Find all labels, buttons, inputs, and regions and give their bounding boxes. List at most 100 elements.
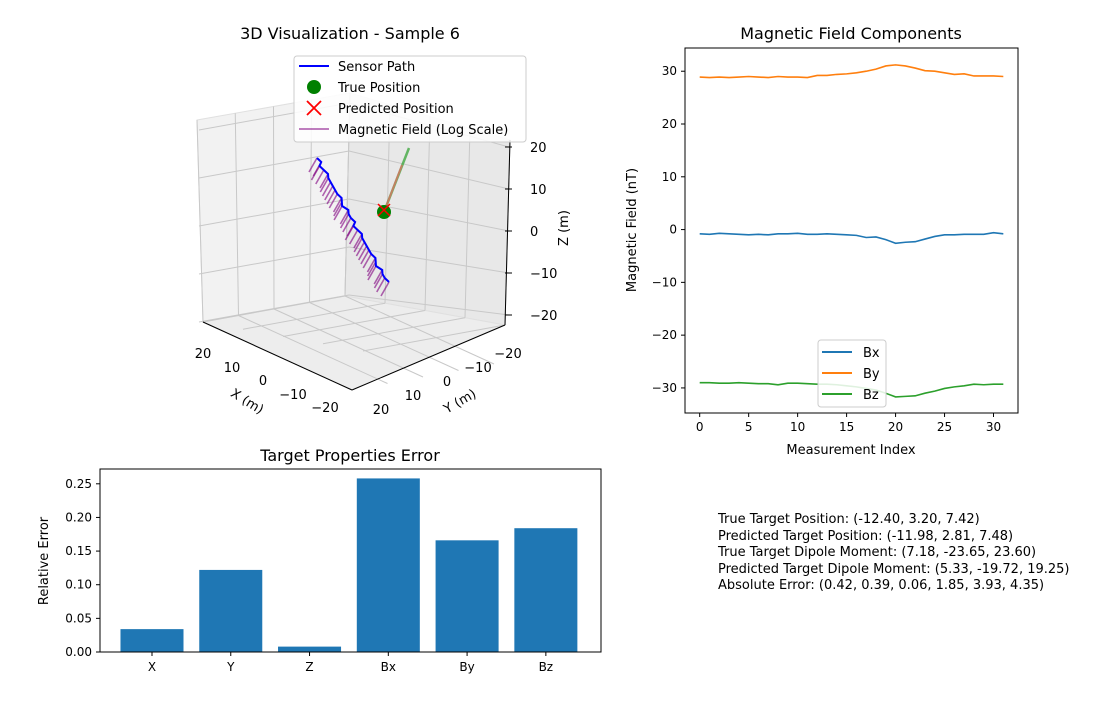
y-tick-label: −20 [652, 328, 677, 342]
field-arrow [319, 177, 329, 193]
x-tick-label: 10 [224, 361, 241, 376]
info-line: Predicted Target Position: (-11.98, 2.81… [718, 528, 1014, 544]
field-arrow [332, 197, 343, 213]
grid-line [273, 308, 424, 378]
x-tick-label: −10 [279, 388, 306, 403]
legend-box [293, 55, 527, 143]
legend-label: Predicted Position [338, 102, 454, 117]
field-arrow [353, 233, 363, 249]
grid-line [309, 302, 459, 371]
z-tick-label: 0 [530, 225, 538, 240]
field-arrow [360, 249, 370, 265]
field-arrow [339, 209, 350, 225]
field-arrow [380, 281, 390, 297]
series-line-Bx [699, 231, 1004, 245]
y-tick-label: 10 [405, 389, 422, 404]
field-arrow [308, 157, 318, 173]
x-tick-label: X [148, 660, 156, 674]
grid-line [362, 324, 506, 352]
x-tick-label: −20 [311, 401, 338, 416]
z-tick-label: −20 [530, 309, 557, 324]
x-tick-label: 30 [986, 420, 1001, 434]
bar-Z [278, 646, 342, 652]
y-tick-label: 20 [662, 117, 677, 131]
x-tick-label: Bz [539, 660, 554, 674]
z-tick-label: 10 [530, 183, 547, 198]
bar-Y [199, 569, 263, 652]
legend-pred-swatch [306, 100, 322, 116]
legend-label: Bx [863, 346, 880, 361]
field-arrow [362, 253, 372, 269]
y-axis-label: Magnetic Field (nT) [625, 168, 640, 292]
field-arrow [367, 265, 377, 281]
field-arrow [357, 245, 368, 261]
predicted-position-marker [377, 203, 391, 217]
info-line: Predicted Target Dipole Moment: (5.33, -… [718, 561, 1070, 577]
y-tick-label: 0.25 [65, 477, 92, 491]
true-position-marker [377, 205, 391, 219]
field-arrow [333, 205, 343, 221]
field-arrow [353, 237, 363, 253]
grid-line [198, 294, 350, 323]
grid-line [238, 315, 388, 384]
x-axis-label: X (m) [228, 386, 266, 418]
info-text: True Target Position: (-12.40, 3.20, 7.4… [718, 512, 1070, 595]
x-tick-label: 5 [745, 420, 753, 434]
chart-title: Target Properties Error [259, 446, 440, 465]
field-arrow [321, 181, 332, 197]
bar-By [435, 540, 499, 652]
x-tick-label: Z [305, 660, 313, 674]
grid-line [322, 317, 466, 345]
y-tick-label: −10 [652, 275, 677, 289]
x-axis-label: Measurement Index [786, 443, 915, 458]
x-tick-label: 15 [839, 420, 854, 434]
x-tick-label: Bx [381, 660, 396, 674]
grid-line [348, 198, 510, 232]
grid-line [198, 246, 350, 275]
y-tick-label: −30 [652, 381, 677, 395]
field-arrow [342, 217, 352, 233]
y-tick-label: −20 [494, 347, 521, 362]
field-arrow [319, 173, 329, 189]
sensor-path [316, 157, 390, 283]
legend-label: By [863, 367, 880, 382]
x-tick-label: 25 [937, 420, 952, 434]
y-tick-label: 0.00 [65, 645, 92, 659]
legend-label: Magnetic Field (Log Scale) [338, 123, 508, 138]
y-tick-label: 0.10 [65, 578, 92, 592]
grid-line [242, 302, 386, 330]
grid-line [196, 119, 204, 323]
bar-X [120, 629, 184, 652]
info-line: True Target Dipole Moment: (7.18, -23.65… [718, 545, 1037, 560]
z-axis-line [504, 139, 511, 326]
y-tick-label: −10 [464, 361, 491, 376]
x-axis-line [202, 321, 353, 391]
y-tick-label: 20 [373, 403, 390, 418]
legend-label: Sensor Path [338, 60, 415, 75]
legend-label: True Position [337, 81, 420, 96]
grid-line [198, 198, 350, 227]
chart-title: 3D Visualization - Sample 6 [240, 24, 460, 43]
field-arrow [366, 257, 377, 273]
field-arrow [315, 169, 325, 185]
z-tick-label: 20 [530, 141, 547, 156]
y-tick-label: 0.20 [65, 510, 92, 524]
pred-moment-arrow [383, 164, 403, 213]
x-tick-label: 0 [696, 420, 704, 434]
field-arrow [376, 277, 386, 293]
legend-true-swatch [307, 80, 321, 94]
x-tick-label: 0 [259, 374, 267, 389]
x-tick-label: By [459, 660, 474, 674]
y-tick-label: 10 [662, 170, 677, 184]
plot-frame [99, 468, 602, 653]
field-arrow [355, 241, 366, 257]
grid-line [424, 116, 431, 311]
y-tick-label: 30 [662, 64, 677, 78]
y-tick-label: 0 [669, 223, 677, 237]
legend-label: Bz [863, 388, 879, 403]
grid-line [348, 246, 510, 274]
series-line-By [699, 64, 1004, 79]
grid-line [282, 310, 426, 337]
x-tick-label: 20 [195, 347, 212, 362]
